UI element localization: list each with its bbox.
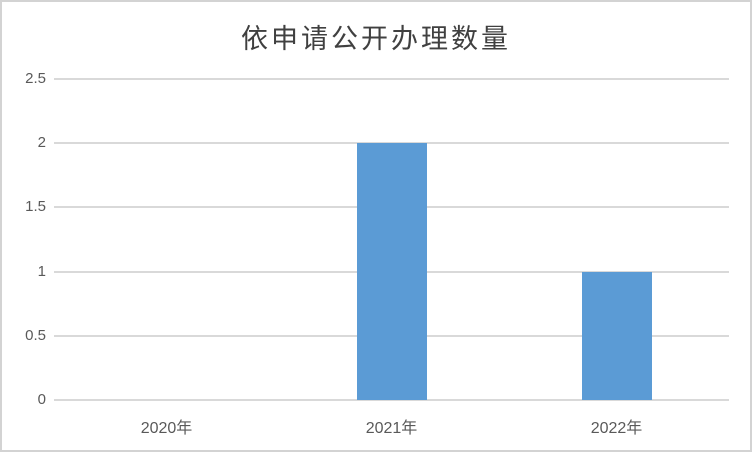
y-tick-label: 2 (37, 134, 46, 152)
x-tick-label: 2020年 (140, 420, 193, 437)
bar-2021年 (356, 143, 427, 400)
gridline (54, 399, 729, 401)
gridline (54, 78, 729, 80)
x-tick-label: 2021年 (365, 420, 418, 437)
chart-title: 依申请公开办理数量 (241, 24, 511, 55)
y-tick-label: 2.5 (25, 70, 46, 87)
y-tick-label: 1 (37, 262, 46, 280)
y-tick-label: 0.5 (25, 326, 46, 344)
y-tick-label: 0 (37, 391, 46, 408)
plot-area (54, 78, 729, 401)
y-tick-label: 1.5 (25, 198, 46, 216)
bar-2022年 (581, 271, 652, 400)
x-tick-label: 2022年 (590, 420, 643, 437)
